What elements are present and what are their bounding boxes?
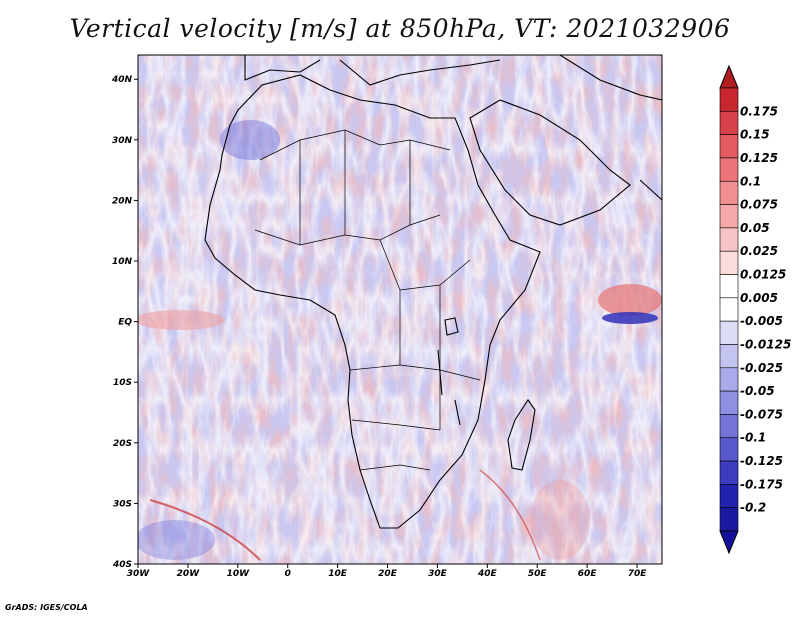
colorbar-segment bbox=[719, 414, 739, 439]
colorbar-label: -0.005 bbox=[740, 314, 783, 328]
lat-tick-label: EQ bbox=[118, 318, 132, 328]
colorbar-label: -0.075 bbox=[740, 407, 783, 421]
colorbar-segment bbox=[719, 320, 739, 345]
colorbar-segment bbox=[719, 344, 739, 369]
colorbar-label: -0.2 bbox=[740, 501, 766, 515]
lon-tick-label: 20E bbox=[378, 569, 398, 579]
colorbar-segment bbox=[719, 367, 739, 392]
lon-tick-label: 30E bbox=[428, 569, 448, 579]
colorbar-segment bbox=[719, 297, 739, 322]
colorbar-segment bbox=[719, 204, 739, 229]
lon-tick-label: 10E bbox=[328, 569, 348, 579]
colorbar-segment bbox=[719, 274, 739, 299]
velocity-field bbox=[138, 55, 662, 564]
colorbar-label: 0.025 bbox=[740, 244, 778, 258]
colorbar-label: 0.075 bbox=[740, 198, 778, 212]
lat-tick-label: 20S bbox=[113, 439, 132, 449]
colorbar-label: 0.005 bbox=[740, 291, 778, 305]
colorbar-segment bbox=[719, 134, 739, 159]
lat-tick-label: 10N bbox=[112, 257, 133, 267]
colorbar-segment bbox=[719, 157, 739, 182]
lat-tick-label: 20N bbox=[112, 196, 133, 206]
longitude-axis: 30W 20W 10W 0 10E 20E 30E 40E 50E 60E 70E bbox=[127, 564, 647, 579]
colorbar-label: -0.0125 bbox=[740, 337, 791, 351]
chart-title: Vertical velocity [m/s] at 850hPa, VT: 2… bbox=[69, 14, 731, 43]
colorbar-segment bbox=[719, 87, 739, 112]
colorbar-min-arrow bbox=[719, 530, 739, 555]
lon-tick-label: 70E bbox=[628, 569, 648, 579]
colorbar-segment bbox=[719, 507, 739, 532]
lon-tick-label: 20W bbox=[177, 569, 201, 579]
colorbar-label: 0.05 bbox=[740, 221, 770, 235]
lat-tick-label: 30N bbox=[112, 136, 133, 146]
lon-tick-label: 0 bbox=[285, 569, 291, 579]
lon-tick-label: 50E bbox=[528, 569, 548, 579]
lat-tick-label: 30S bbox=[113, 499, 132, 509]
colorbar-label: 0.125 bbox=[740, 151, 778, 165]
colorbar-segment bbox=[719, 437, 739, 462]
lat-tick-label: 10S bbox=[113, 378, 132, 388]
colorbar-label: 0.1 bbox=[740, 174, 761, 188]
colorbar-segment bbox=[719, 111, 739, 135]
lon-tick-label: 60E bbox=[578, 569, 598, 579]
colorbar-segment bbox=[719, 484, 739, 508]
colorbar-label: -0.175 bbox=[740, 477, 783, 491]
colorbar-segment bbox=[719, 227, 739, 252]
colorbar-label: 0.15 bbox=[740, 128, 770, 142]
colorbar-segment bbox=[719, 460, 739, 485]
lon-tick-label: 10W bbox=[227, 569, 251, 579]
colorbar-segment bbox=[719, 390, 739, 415]
credit-text: GrADS: IGES/COLA bbox=[5, 603, 88, 612]
lat-tick-label: 40N bbox=[111, 75, 133, 85]
lon-tick-label: 30W bbox=[127, 569, 151, 579]
colorbar-label: -0.025 bbox=[740, 361, 783, 375]
colorbar-segment bbox=[719, 250, 739, 275]
lat-tick-label: 40S bbox=[112, 560, 132, 570]
colorbar-label: 0.0125 bbox=[740, 268, 786, 282]
colorbar-label: -0.125 bbox=[740, 454, 783, 468]
colorbar-segment bbox=[719, 180, 739, 205]
colorbar-max-arrow bbox=[719, 64, 739, 89]
colorbar: 0.175 0.15 0.125 0.1 0.075 0.05 0.025 0.0125 0.0… bbox=[719, 64, 791, 555]
lon-tick-label: 40E bbox=[477, 569, 498, 579]
coastlines bbox=[204, 55, 662, 529]
borders bbox=[254, 129, 481, 471]
colorbar-label: -0.1 bbox=[740, 431, 766, 445]
colorbar-label: 0.175 bbox=[740, 104, 778, 118]
latitude-axis: 40N 30N 20N 10N EQ 10S 20S 30S 40S bbox=[111, 75, 138, 570]
colorbar-label: -0.05 bbox=[740, 384, 775, 398]
plot-frame bbox=[137, 54, 663, 565]
